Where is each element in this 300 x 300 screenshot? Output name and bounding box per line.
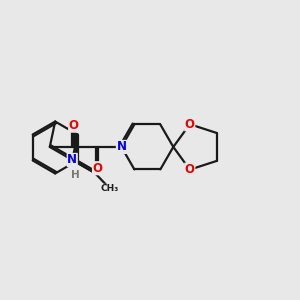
Text: O: O [185,118,195,131]
Text: CH₃: CH₃ [101,184,119,193]
Text: N: N [116,140,126,153]
Text: O: O [185,163,195,176]
Text: O: O [92,162,103,175]
Text: N: N [67,153,77,167]
Text: O: O [69,119,79,132]
Text: H: H [71,170,80,180]
